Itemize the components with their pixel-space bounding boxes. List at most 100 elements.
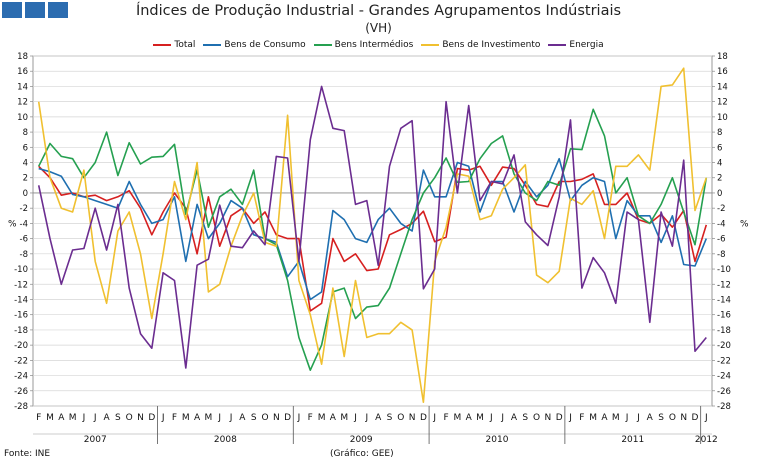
year-label: 2011: [621, 435, 644, 445]
x-tick-label: F: [308, 413, 313, 423]
y-tick-label-left: -20: [14, 341, 28, 351]
legend-item: Energia: [548, 40, 604, 50]
x-tick-label: M: [589, 413, 597, 423]
y-tick-label-left: -12: [14, 280, 28, 290]
y-tick-label-left: -8: [20, 250, 28, 260]
legend-swatch: [313, 43, 332, 46]
chart-legend: Total Bens de Consumo Bens Intermédios Bens…: [0, 40, 757, 50]
y-tick-label-right: -10: [717, 265, 731, 275]
legend-label: Bens de Consumo: [224, 40, 306, 50]
y-tick-label-right: -18: [717, 326, 731, 336]
x-tick-label: A: [375, 413, 382, 423]
y-tick-label-right: -12: [717, 280, 731, 290]
x-tick-label: O: [533, 413, 540, 423]
x-tick-label: J: [704, 413, 708, 423]
x-tick-label: J: [161, 413, 165, 423]
footer-graph-credit: (Gráfico: GEE): [330, 449, 394, 459]
x-tick-label: J: [297, 413, 301, 423]
x-tick-label: J: [489, 413, 493, 423]
y-axis-label-left: %: [8, 219, 17, 229]
y-tick-label-right: 18: [717, 52, 728, 62]
legend-swatch: [421, 43, 440, 46]
legend-swatch: [203, 43, 222, 46]
series-line-bens-intermédios: [37, 108, 708, 372]
y-tick-label-right: 4: [717, 159, 722, 169]
x-tick-label: J: [82, 413, 86, 423]
x-tick-label: J: [625, 413, 629, 423]
legend-swatch: [153, 43, 172, 46]
y-tick-label-left: 18: [17, 52, 28, 62]
year-label: 2012: [695, 435, 718, 445]
x-tick-label: J: [636, 413, 640, 423]
year-label: 2010: [486, 435, 509, 445]
y-tick-label-right: -22: [717, 356, 731, 366]
legend-label: Bens de Investimento: [442, 40, 541, 50]
x-tick-label: M: [612, 413, 620, 423]
x-tick-label: F: [443, 413, 448, 423]
x-tick-label: J: [93, 413, 97, 423]
y-tick-label-right: 16: [717, 67, 728, 77]
x-tick-label: A: [194, 413, 201, 423]
y-tick-label-right: -8: [717, 250, 725, 260]
y-tick-label-left: -6: [20, 235, 28, 245]
y-tick-label-left: -14: [14, 295, 28, 305]
legend-swatch: [548, 43, 567, 46]
x-tick-label: N: [273, 413, 280, 423]
y-tick-label-right: -26: [717, 387, 731, 397]
x-tick-label: J: [217, 413, 221, 423]
y-tick-label-left: -4: [20, 219, 28, 229]
x-tick-label: A: [330, 413, 337, 423]
y-tick-label-right: -24: [717, 372, 731, 382]
x-tick-label: A: [647, 413, 654, 423]
x-tick-label: A: [466, 413, 473, 423]
x-tick-label: M: [318, 413, 326, 423]
y-tick-label-right: -6: [717, 235, 725, 245]
year-label: 2009: [350, 435, 373, 445]
chart-title: Índices de Produção Industrial - Grandes…: [135, 3, 622, 19]
legend-item: Total: [153, 40, 195, 50]
footer-source: Fonte: INE: [4, 449, 51, 459]
y-tick-label-right: -20: [717, 341, 731, 351]
y-axis-label-right: %: [740, 219, 749, 229]
x-tick-label: A: [239, 413, 246, 423]
x-tick-label: N: [680, 413, 687, 423]
y-tick-label-right: 10: [717, 113, 728, 123]
y-tick-label-right: -28: [717, 402, 731, 412]
x-tick-label: J: [432, 413, 436, 423]
x-tick-label: D: [692, 413, 699, 423]
x-tick-label: M: [46, 413, 54, 423]
y-tick-label-left: 8: [23, 128, 28, 138]
x-tick-label: D: [420, 413, 427, 423]
y-tick-label-left: 16: [17, 67, 28, 77]
legend-item: Bens de Consumo: [203, 40, 306, 50]
x-tick-label: F: [172, 413, 177, 423]
y-tick-label-right: -16: [717, 311, 731, 321]
x-tick-label: M: [182, 413, 190, 423]
x-tick-label: S: [115, 413, 121, 423]
y-tick-label-left: -22: [14, 356, 28, 366]
y-tick-label-left: -10: [14, 265, 28, 275]
y-tick-label-right: 0: [717, 189, 722, 199]
x-tick-label: D: [556, 413, 563, 423]
chart-subtitle: (VH): [365, 21, 392, 35]
y-tick-label-right: 12: [717, 98, 728, 108]
x-tick-label: O: [397, 413, 404, 423]
y-tick-label-left: 4: [23, 159, 28, 169]
series-line-energia: [37, 85, 707, 369]
y-tick-label-left: 2: [23, 174, 28, 184]
x-tick-label: N: [545, 413, 552, 423]
y-tick-label-left: 0: [23, 189, 28, 199]
y-tick-label-right: 2: [717, 174, 722, 184]
x-tick-label: A: [103, 413, 110, 423]
y-tick-label-right: -14: [717, 295, 731, 305]
x-tick-label: J: [229, 413, 233, 423]
y-tick-label-left: -24: [14, 372, 28, 382]
x-tick-label: A: [511, 413, 518, 423]
x-tick-label: J: [365, 413, 369, 423]
y-tick-label-left: -18: [14, 326, 28, 336]
x-tick-label: J: [500, 413, 504, 423]
brand-logo: [2, 2, 68, 18]
y-tick-label-right: 8: [717, 128, 722, 138]
y-tick-label-left: -2: [20, 204, 28, 214]
